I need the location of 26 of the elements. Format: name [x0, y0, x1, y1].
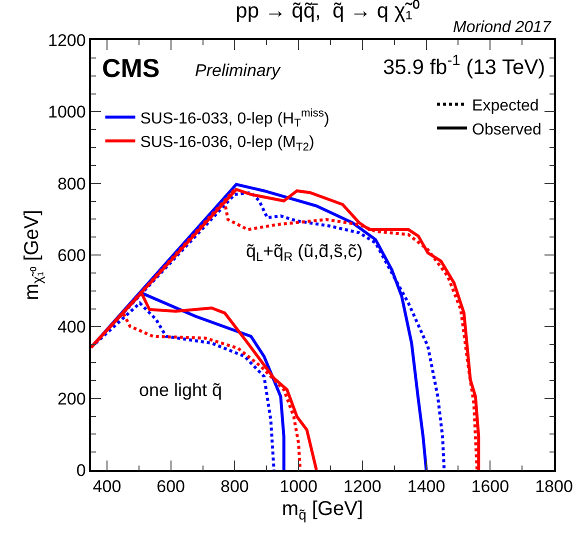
x-tick-label: 1000 [280, 477, 318, 496]
annotation: q̃$_{L}$+q̃$_{R}$ (ũ,d̃,s̃,c̃) [246, 241, 363, 264]
x-tick-label: 400 [92, 477, 122, 496]
x-tick-label: 1200 [343, 477, 382, 496]
legend-label: SUS-16-036, 0-lep (M$_{T2}$) [140, 134, 314, 154]
annotation: CMS [102, 53, 160, 83]
y-tick-label: 0 [76, 460, 86, 480]
y-tick-label: 400 [57, 318, 86, 337]
x-axis-title: m$_{q̃}$ [GeV] [282, 498, 364, 522]
legend-label: Expected [472, 97, 539, 114]
y-tick-label: 1000 [48, 102, 86, 122]
x-tick-label: 1600 [471, 477, 510, 496]
legend-label: Observed [472, 121, 542, 138]
y-tick-label: 800 [57, 174, 86, 194]
legend-label: SUS-16-033, 0-lep (H$_{T}$$^{miss}$) [140, 108, 330, 130]
y-tick-label: 1200 [48, 30, 86, 50]
annotation: one light q̃ [139, 380, 222, 400]
x-tick-label: 1400 [407, 477, 446, 496]
annotation: 35.9 fb$^{-1}$ (13 TeV) [383, 53, 546, 79]
y-tick-label: 200 [57, 389, 86, 408]
x-tick-label: 1800 [535, 477, 573, 496]
annotation: Preliminary [195, 61, 282, 80]
x-tick-label: 600 [156, 477, 186, 496]
text: Moriond 2017 [453, 19, 552, 36]
x-tick-label: 800 [220, 477, 249, 496]
y-tick-label: 600 [57, 246, 86, 265]
